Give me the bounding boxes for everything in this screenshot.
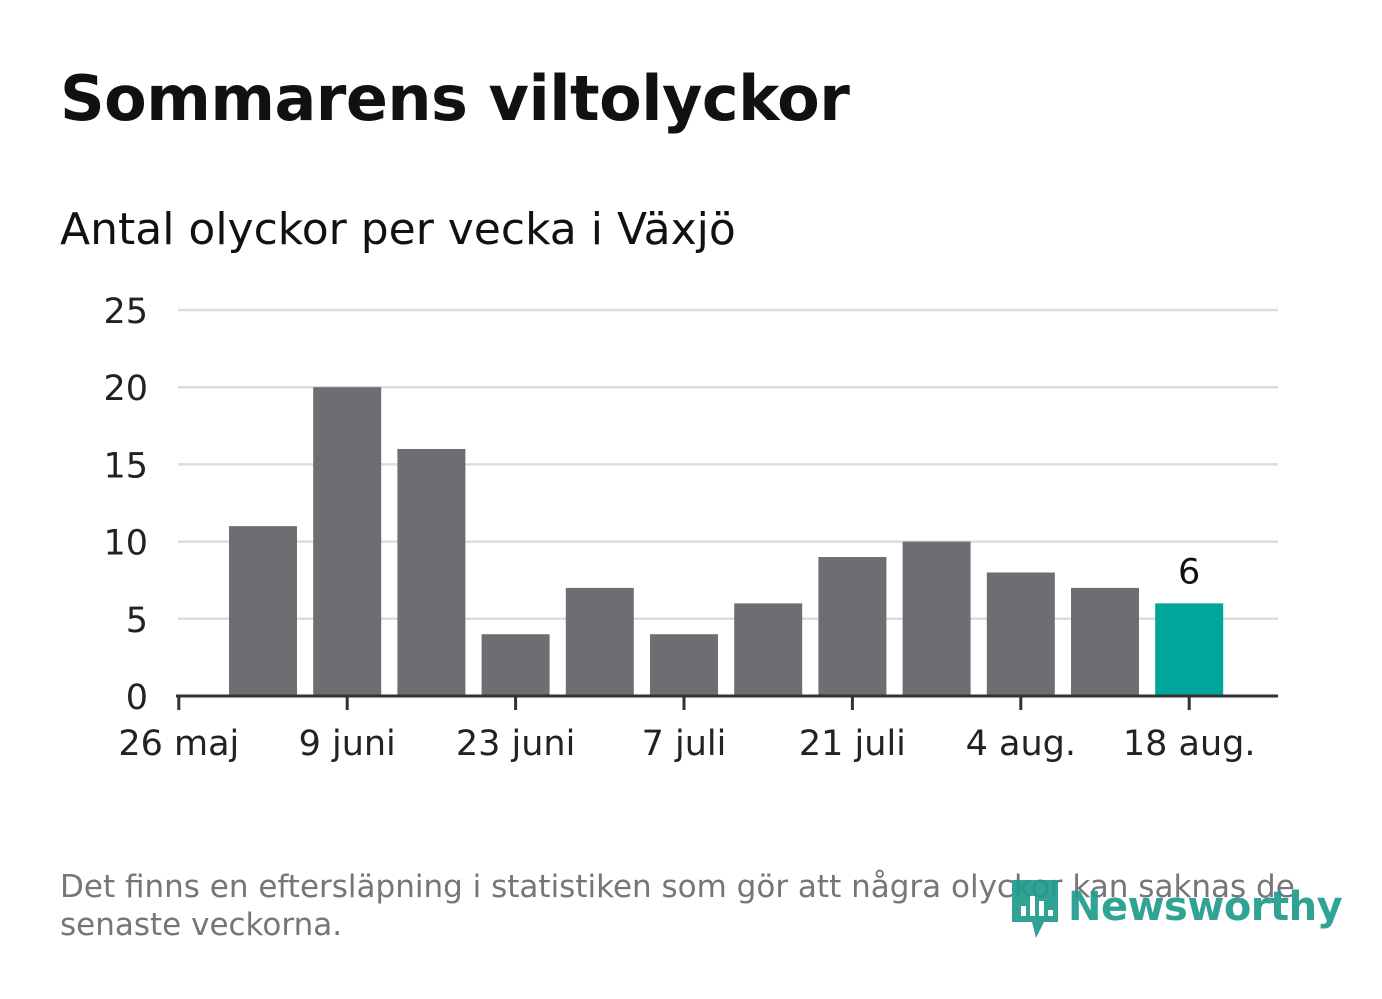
x-tick-label: 7 juli [642,724,727,764]
brand-name: Newsworthy [1068,884,1343,930]
bar [397,448,466,696]
x-tick-label: 21 juli [799,724,906,764]
chart-title: Sommarens viltolyckor [60,62,850,135]
x-tick-label: 4 aug. [966,724,1076,764]
y-tick-label: 10 [103,524,148,564]
x-tick-label: 9 juni [299,724,396,764]
bar [481,634,550,696]
bar [1071,587,1139,696]
y-tick-label: 25 [103,292,148,332]
bar [818,557,887,696]
bar [1155,603,1224,696]
x-tick-label: 26 maj [118,724,239,764]
bar [902,541,971,696]
bar [986,572,1055,696]
bar [650,634,718,696]
data-label: 6 [1178,552,1200,592]
y-tick-label: 15 [103,446,148,486]
bar [313,387,382,696]
bar [565,587,634,696]
bar [734,603,803,696]
y-tick-label: 0 [126,678,148,718]
y-tick-label: 5 [126,601,148,641]
newsworthy-logo-icon [1012,880,1058,938]
brand-logo: Newsworthy [1010,872,1343,942]
bar [229,526,297,696]
y-tick-label: 20 [103,369,148,409]
x-tick-label: 18 aug. [1123,724,1256,764]
footnote: Det finns en eftersläpning i statistiken… [60,869,1295,943]
chart-subtitle: Antal olyckor per vecka i Växjö [60,204,736,255]
x-tick-label: 23 juni [456,724,575,764]
